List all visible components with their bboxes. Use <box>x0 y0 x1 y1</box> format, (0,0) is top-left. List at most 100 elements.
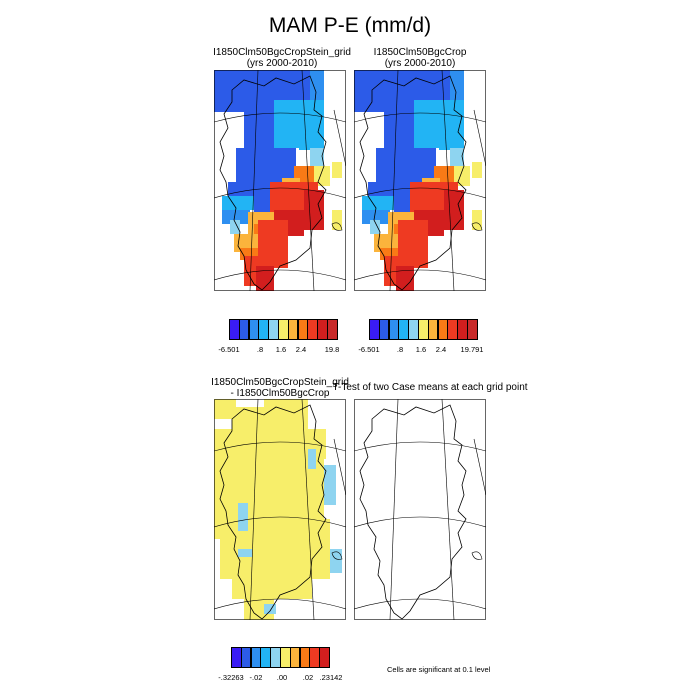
grid-cell <box>439 110 459 150</box>
map-panel-crop <box>354 70 486 291</box>
panel-2-title: I1850Clm50BgcCrop (yrs 2000-2010) <box>352 47 488 69</box>
latitude-line <box>354 112 486 123</box>
latitude-line <box>354 598 486 610</box>
map-crop-svg <box>354 70 486 291</box>
map-outline <box>214 399 346 620</box>
grid-cell <box>256 266 274 291</box>
coastline <box>219 404 327 620</box>
colorbar-boxes <box>369 319 478 340</box>
latitude-line <box>354 269 486 281</box>
grid-cell <box>354 70 384 112</box>
map-cells <box>354 70 482 291</box>
map-stein-svg <box>214 70 346 291</box>
island-outline <box>331 551 343 560</box>
map-ttest-svg <box>354 399 486 620</box>
panel-1-title-line1: I1850Clm50BgcCropStein_grid <box>213 47 351 58</box>
panel-3-title-line1: I1850Clm50BgcCropStein_grid <box>211 377 349 388</box>
panel-2-title-line1: I1850Clm50BgcCrop <box>373 47 467 58</box>
colorbar-label: 2.4 <box>435 345 447 354</box>
map-frame <box>354 399 486 620</box>
map-outline <box>354 399 486 620</box>
grid-cell <box>222 210 250 224</box>
colorbar-top-left: -6.501 .8 1.6 2.4 19.8 <box>218 319 349 359</box>
colorbar-label: .8 <box>396 345 404 354</box>
panel-4-title: T-Test of two Case means at each grid po… <box>330 382 530 393</box>
colorbar-swatch <box>326 319 338 340</box>
map-panel-difference <box>214 399 346 620</box>
colorbar-label: 1.6 <box>415 345 427 354</box>
island-outline <box>331 222 343 231</box>
grid-cell <box>450 70 464 100</box>
grid-cell <box>330 549 342 573</box>
latitude-line <box>354 187 486 199</box>
colorbar-label: -.32263 <box>218 673 244 682</box>
colorbar-label: 2.4 <box>295 345 307 354</box>
grid-cell <box>324 465 336 505</box>
map-cells <box>214 70 342 291</box>
latitude-line <box>214 441 346 452</box>
panel-1-title: I1850Clm50BgcCropStein_grid (yrs 2000-20… <box>212 47 352 69</box>
grid-cell <box>234 234 262 252</box>
grid-cell <box>310 70 324 100</box>
colorbar-label: 19.791 <box>460 345 484 354</box>
map-panel-stein <box>214 70 346 291</box>
colorbar-boxes <box>229 319 338 340</box>
panel-3-title: I1850Clm50BgcCropStein_grid - I1850Clm50… <box>208 377 352 399</box>
grid-cell <box>230 220 240 234</box>
island-outline <box>471 222 483 231</box>
grid-cell <box>238 549 252 557</box>
coastline <box>359 75 467 291</box>
grid-cell <box>214 399 236 419</box>
map-frame <box>214 399 346 620</box>
longitude-line <box>473 109 486 167</box>
colorbar-label: .23142 <box>319 673 343 682</box>
longitude-line <box>333 438 346 496</box>
grid-cell <box>264 604 276 614</box>
grid-cell <box>374 234 402 252</box>
colorbar-label: -6.501 <box>218 345 240 354</box>
colorbar-label: .02 <box>302 673 314 682</box>
map-outline <box>354 70 486 291</box>
panel-1-title-line2: (yrs 2000-2010) <box>246 58 318 69</box>
panel-2-title-line2: (yrs 2000-2010) <box>384 58 456 69</box>
grid-cell <box>308 449 316 469</box>
grid-cell <box>444 190 464 230</box>
figure-title: MAM P-E (mm/d) <box>268 14 432 37</box>
longitude-line <box>473 438 486 496</box>
colorbar-label: 19.8 <box>324 345 340 354</box>
colorbar-label: 1.6 <box>275 345 287 354</box>
map-frame <box>354 70 486 291</box>
latitude-line <box>354 441 486 452</box>
grid-cell <box>472 210 482 230</box>
grid-cell <box>214 70 244 112</box>
grid-cell <box>332 162 342 178</box>
map-panel-ttest <box>354 399 486 620</box>
colorbar-label: -6.501 <box>358 345 380 354</box>
island-outline <box>471 551 483 560</box>
grid-cell <box>332 210 342 230</box>
map-difference-svg <box>214 399 346 620</box>
grid-cell <box>274 70 310 100</box>
grid-cell <box>304 190 324 230</box>
map-cells <box>214 399 342 620</box>
grid-cell <box>244 90 274 150</box>
colorbar-swatch <box>319 647 330 668</box>
grid-cell <box>384 90 414 150</box>
colorbar-top-right: -6.501 .8 1.6 2.4 19.791 <box>358 319 489 359</box>
colorbar-label: .8 <box>256 345 264 354</box>
significance-note: Cells are significant at 0.1 level <box>387 665 491 674</box>
grid-cell <box>362 196 398 210</box>
latitude-line <box>354 516 486 528</box>
coastline <box>359 404 467 620</box>
grid-cell <box>384 70 414 90</box>
longitude-line <box>249 399 259 620</box>
colorbar-bottom: -.32263 -.02 .00 .02 .23142 <box>218 647 343 687</box>
grid-cell <box>472 162 482 178</box>
latitude-line <box>214 187 346 199</box>
colorbar-swatch <box>466 319 478 340</box>
grid-cell <box>222 196 258 210</box>
grid-cell <box>396 266 414 291</box>
panel-4-title-line1: T-Test of two Case means at each grid po… <box>332 382 528 393</box>
grid-cell <box>244 70 274 90</box>
latitude-line <box>214 112 346 123</box>
